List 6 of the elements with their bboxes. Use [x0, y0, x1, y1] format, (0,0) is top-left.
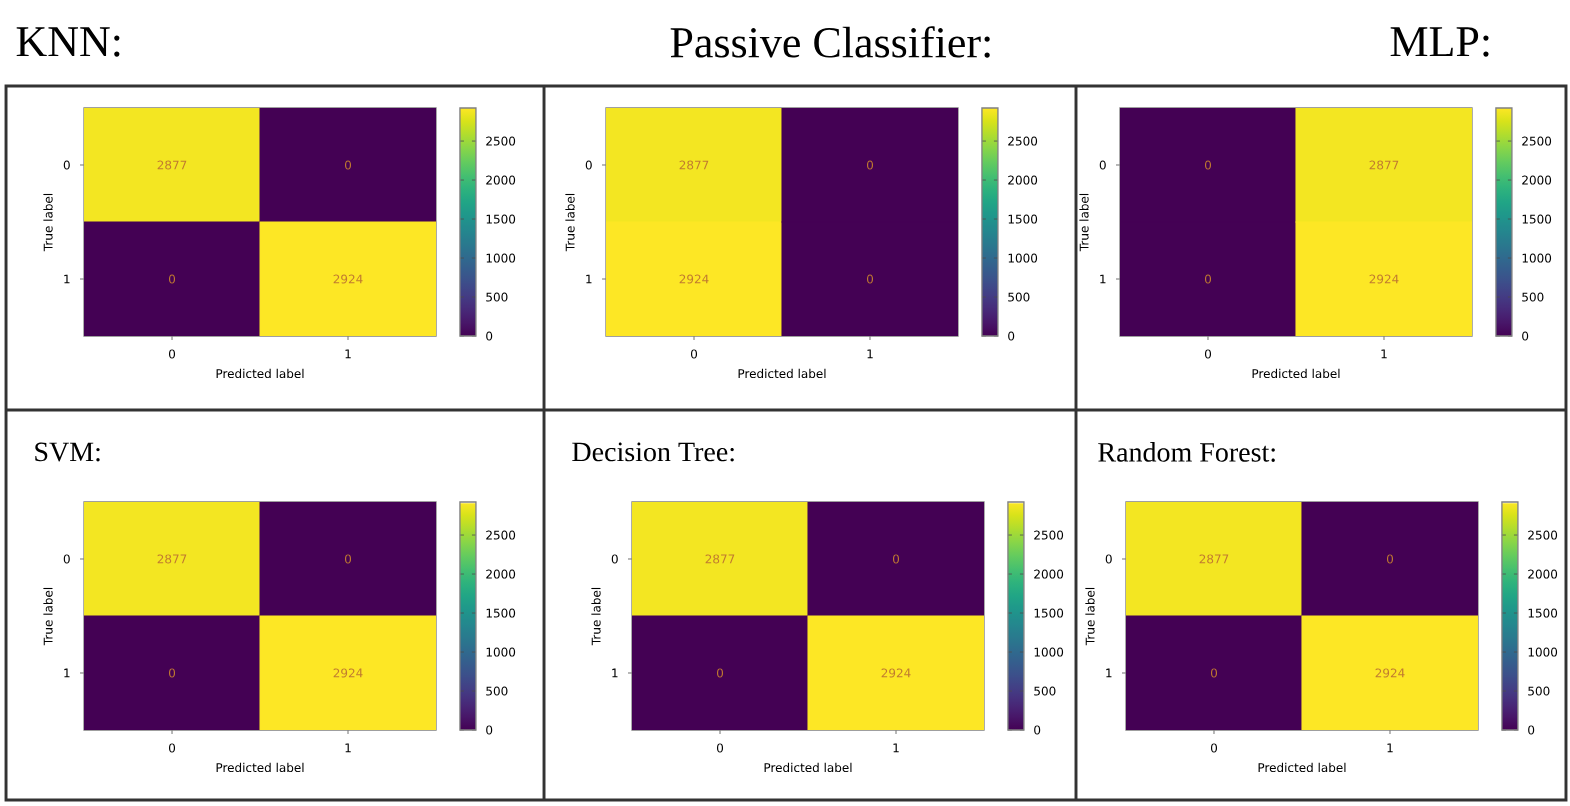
chart-title: Random Forest:	[1098, 442, 1275, 462]
chart-title: MLP:	[1390, 27, 1489, 57]
chart-title: Decision Tree:	[572, 442, 734, 462]
chart-title: Passive Classifier:	[670, 26, 990, 58]
chart-title: SVM:	[35, 442, 100, 462]
chart-title: KNN:	[16, 27, 120, 57]
